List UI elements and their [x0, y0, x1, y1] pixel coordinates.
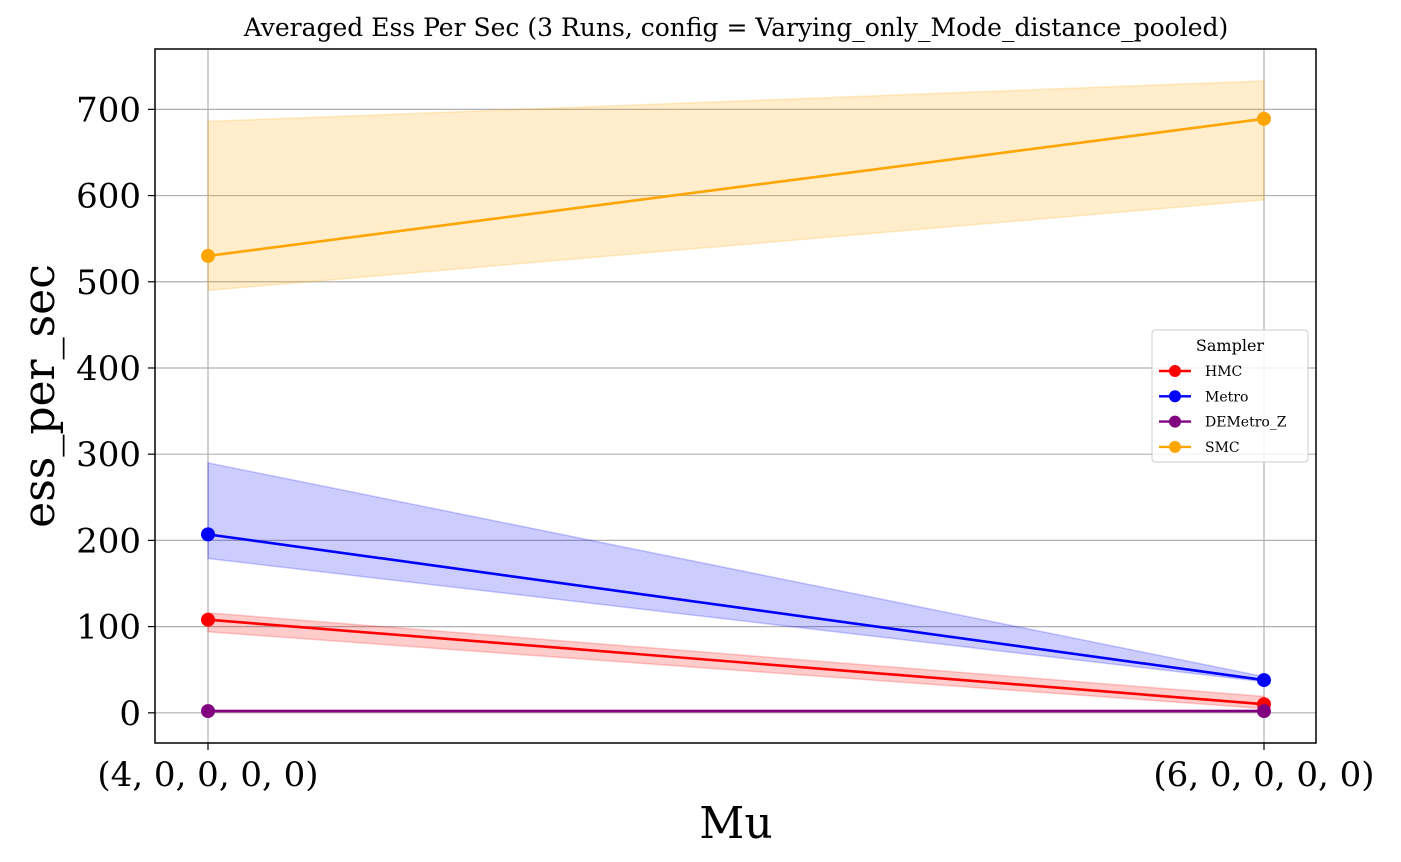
legend-entries: HMC Metro DEMetro_Z SMC [1159, 364, 1287, 456]
series-line-metro [207, 533, 1265, 682]
data-point-demetro-z [201, 704, 215, 719]
legend-marker-hmc [1169, 365, 1181, 377]
x-tick-label: (6, 0, 0, 0, 0) [1153, 755, 1374, 795]
x-tick-layer: (4, 0, 0, 0, 0) (6, 0, 0, 0, 0) [97, 743, 1375, 795]
legend-box [1151, 329, 1309, 463]
band-metro [207, 461, 1265, 683]
y-tick-label: 700 [76, 90, 141, 130]
data-point-smc [1257, 111, 1271, 126]
line-layer [207, 117, 1265, 713]
y-tick-label: 300 [76, 435, 141, 475]
legend-title: Sampler [1196, 336, 1265, 355]
legend-marker-metro [1169, 390, 1181, 403]
band-layer [207, 80, 1265, 713]
y-tick-label: 600 [76, 177, 141, 217]
legend-label-metro: Metro [1205, 389, 1248, 405]
y-tick-layer: 0 100 200 300 400 500 600 700 [76, 90, 155, 734]
series-line-smc [207, 117, 1265, 258]
legend-label-smc: SMC [1205, 440, 1240, 456]
y-tick-label: 100 [76, 608, 141, 648]
plot-frame [154, 48, 1317, 744]
x-tick-label: (4, 0, 0, 0, 0) [97, 755, 318, 795]
band-smc [207, 80, 1265, 292]
series-line-hmc [207, 618, 1265, 706]
data-point-demetro-z [1257, 704, 1271, 719]
legend-label-demetro-z: DEMetro_Z [1205, 415, 1287, 431]
data-point-smc [201, 248, 215, 263]
x-axis-label: Mu [699, 798, 772, 849]
legend-marker-smc [1169, 440, 1181, 453]
data-point-hmc [201, 612, 215, 627]
y-tick-label: 500 [76, 263, 141, 303]
legend-label-hmc: HMC [1205, 364, 1242, 380]
grid-layer [155, 49, 1316, 743]
y-tick-label: 400 [76, 349, 141, 389]
data-point-metro [201, 527, 215, 542]
y-tick-label: 200 [76, 521, 141, 561]
point-layer [201, 111, 1271, 719]
y-axis-label: ess_per_sec [14, 264, 65, 528]
data-point-metro [1257, 673, 1271, 688]
legend: Sampler HMC Metro DEMetro_Z SMC [1151, 329, 1309, 463]
y-tick-label: 0 [119, 694, 141, 734]
chart-title: Averaged Ess Per Sec (3 Runs, config = V… [243, 13, 1229, 42]
legend-marker-demetro-z [1169, 415, 1181, 428]
